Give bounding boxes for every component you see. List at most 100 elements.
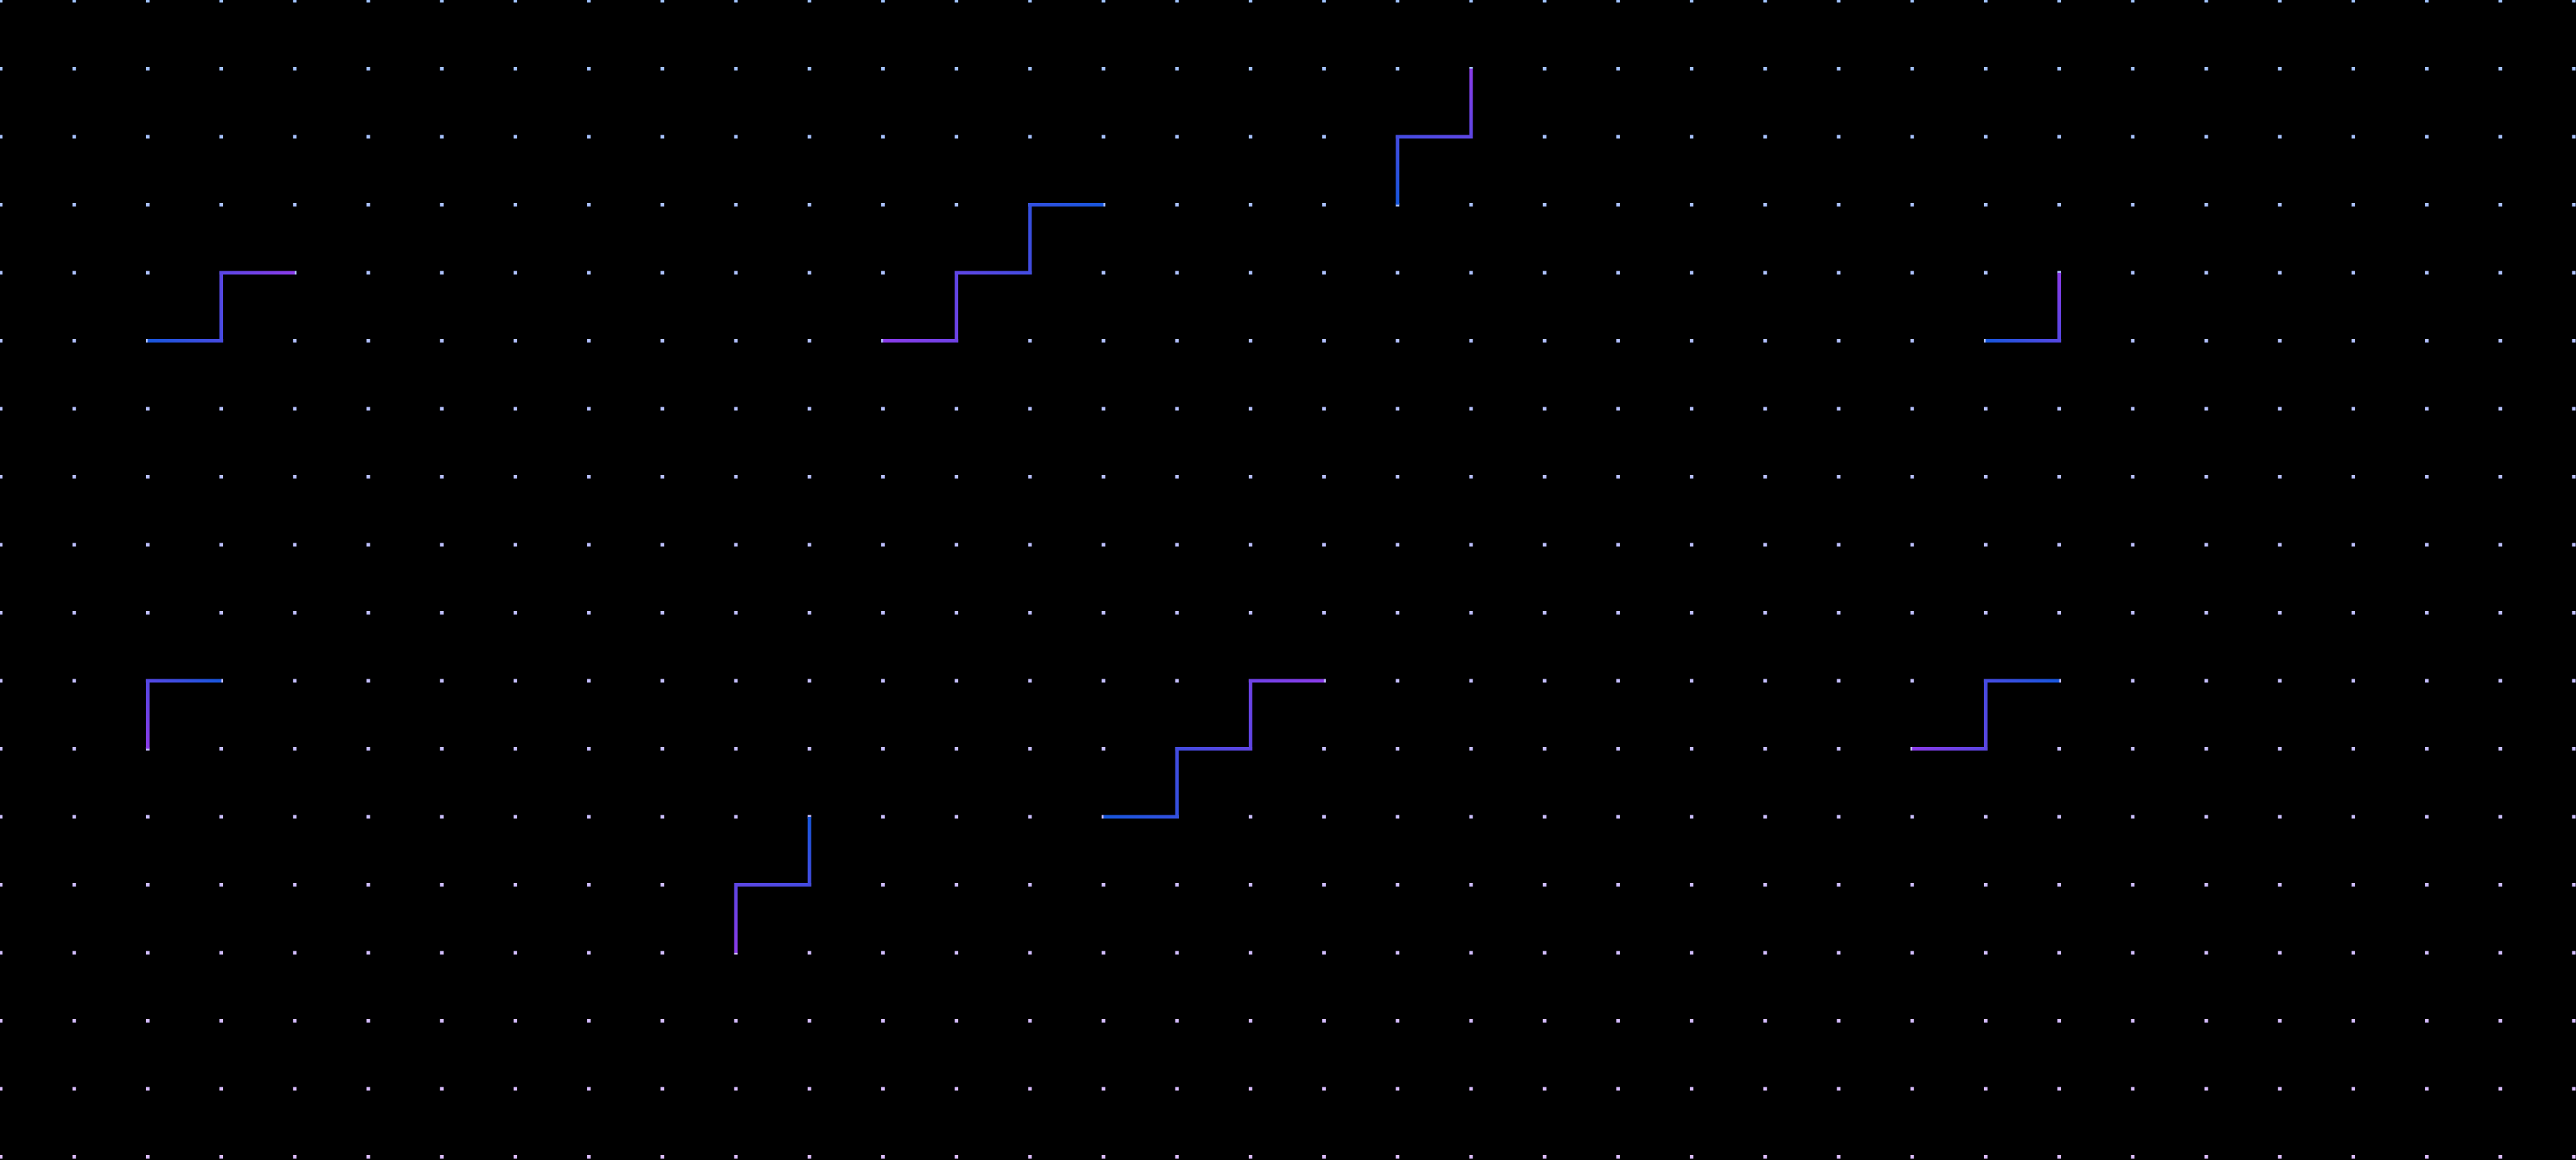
grid-dot [1910, 135, 1914, 139]
grid-dot [366, 1019, 370, 1023]
grid-dot [807, 815, 811, 819]
grid-dot [72, 951, 76, 955]
grid-dot [1910, 543, 1914, 547]
grid-dot [734, 883, 738, 887]
grid-dot [2057, 951, 2062, 955]
grid-dot [2351, 407, 2355, 411]
grid-dot [513, 67, 517, 70]
grid-dot [2351, 1019, 2355, 1023]
grid-dot [1322, 203, 1326, 207]
grid-dot [881, 407, 885, 411]
grid-dot [660, 747, 665, 751]
grid-dot [587, 543, 591, 547]
grid-dot [1469, 67, 1473, 70]
grid-dot [2425, 407, 2429, 411]
grid-dot [2572, 543, 2576, 547]
grid-dot [2131, 543, 2135, 547]
grid-dot [1837, 611, 1841, 615]
grid-dot [1837, 1087, 1841, 1091]
grid-dot [1396, 679, 1400, 683]
grid-dot [1396, 475, 1400, 479]
grid-dot [587, 747, 591, 751]
grid-dot [2572, 67, 2576, 70]
grid-dot [1983, 951, 1988, 955]
grid-dot [2204, 135, 2208, 139]
grid-dot [2278, 815, 2282, 819]
grid-dot [2498, 271, 2503, 275]
grid-dot [2498, 1087, 2503, 1091]
grid-dot [293, 135, 297, 139]
grid-dot [1469, 883, 1473, 887]
grid-dot [955, 747, 959, 751]
grid-dot [2425, 1087, 2429, 1091]
grid-dot [1763, 407, 1767, 411]
grid-dot [219, 0, 224, 3]
grid-dot [72, 679, 76, 683]
grid-dot [219, 951, 224, 955]
grid-dot [440, 1019, 444, 1023]
grid-dot [513, 271, 517, 275]
grid-dot [660, 1155, 665, 1159]
grid-dot [366, 271, 370, 275]
grid-dot [293, 951, 297, 955]
grid-dot [1028, 339, 1032, 343]
grid-dot [807, 203, 811, 207]
grid-dot [587, 339, 591, 343]
grid-dot [219, 543, 224, 547]
grid-dot [587, 815, 591, 819]
grid-dot [1690, 1087, 1694, 1091]
grid-dot [807, 679, 811, 683]
grid-dot [2131, 0, 2135, 3]
grid-dot [72, 1087, 76, 1091]
grid-dot [293, 0, 297, 3]
grid-dot [1028, 407, 1032, 411]
grid-dot [1910, 815, 1914, 819]
grid-dot [145, 203, 150, 207]
grid-dot [881, 883, 885, 887]
grid-dot [1910, 1155, 1914, 1159]
grid-dot [2425, 203, 2429, 207]
grid-dot [1101, 543, 1106, 547]
grid-dot [2351, 883, 2355, 887]
grid-dot [807, 543, 811, 547]
grid-dot [2278, 679, 2282, 683]
grid-dot [2057, 747, 2062, 751]
grid-dot [660, 271, 665, 275]
grid-dot [219, 1019, 224, 1023]
grid-dot [72, 339, 76, 343]
grid-dot [513, 135, 517, 139]
grid-dot [2572, 679, 2576, 683]
grid-dot [1983, 679, 1988, 683]
grid-dot [0, 271, 3, 275]
grid-dot [513, 679, 517, 683]
grid-dot [1322, 1087, 1326, 1091]
grid-dot [1690, 407, 1694, 411]
grid-dot [660, 1019, 665, 1023]
grid-dot [0, 135, 3, 139]
grid-dot [2498, 951, 2503, 955]
grid-dot [1469, 407, 1473, 411]
grid-dot [72, 883, 76, 887]
grid-dot [2425, 475, 2429, 479]
grid-dot [1248, 339, 1252, 343]
grid-dot [2425, 951, 2429, 955]
grid-dot [1101, 747, 1106, 751]
grid-dot [1690, 339, 1694, 343]
grid-dot [2498, 407, 2503, 411]
grid-dot [2498, 1019, 2503, 1023]
grid-dot [2057, 475, 2062, 479]
grid-dot [1175, 611, 1179, 615]
grid-dot [2498, 203, 2503, 207]
grid-dot [513, 951, 517, 955]
grid-dot [1028, 951, 1032, 955]
grid-dot [72, 203, 76, 207]
grid-dot [2425, 883, 2429, 887]
grid-dot [1248, 67, 1252, 70]
grid-dot [1469, 543, 1473, 547]
grid-dot [881, 1087, 885, 1091]
grid-dot [1616, 67, 1620, 70]
grid-dot [2498, 475, 2503, 479]
grid-dot [219, 407, 224, 411]
grid-dot [1248, 203, 1252, 207]
